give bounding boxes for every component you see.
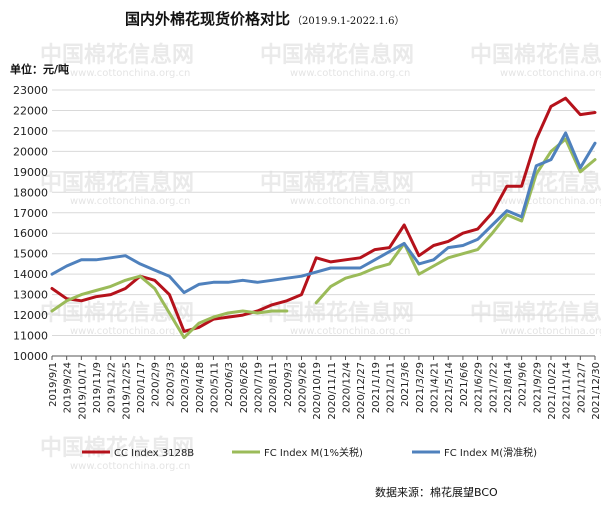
x-tick-label: 2019/9/1 bbox=[48, 362, 59, 407]
x-tick-label: 2021/3/6 bbox=[400, 362, 411, 407]
chart-title: 国内外棉花现货价格对比 bbox=[125, 10, 290, 28]
x-tick-label: 2019/9/24 bbox=[63, 362, 74, 413]
x-tick-label: 2020/12/4 bbox=[342, 362, 353, 413]
y-tick-label: 10000 bbox=[13, 350, 48, 363]
legend-label-3: FC Index M(滑准税) bbox=[444, 446, 537, 459]
x-tick-label: 2021/3/29 bbox=[415, 362, 426, 413]
watermark-text: 中国棉花信息网 bbox=[470, 300, 601, 326]
x-tick-label: 2020/8/11 bbox=[268, 362, 279, 413]
x-tick-label: 2021/12/30 bbox=[591, 362, 601, 420]
x-tick-label: 2020/6/26 bbox=[239, 362, 250, 413]
watermark-text: 中国棉花信息网 bbox=[40, 42, 194, 68]
y-tick-label: 15000 bbox=[13, 248, 48, 261]
x-tick-label: 2019/12/2 bbox=[107, 362, 118, 413]
x-axis-ticks: 2019/9/1 2019/9/24 2019/10/17 2019/11/9 2019… bbox=[48, 355, 601, 420]
watermark-text: 中国棉花信息网 bbox=[470, 42, 601, 68]
y-tick-label: 23000 bbox=[13, 84, 48, 97]
x-tick-label: 2020/9/3 bbox=[283, 362, 294, 407]
y-tick-label: 18000 bbox=[13, 186, 48, 199]
x-tick-label: 2021/10/22 bbox=[547, 362, 558, 420]
y-axis-ticks: 10000 11000 12000 13000 14000 15000 16000 17000… bbox=[13, 84, 48, 363]
x-tick-label: 2021/2/11 bbox=[386, 362, 397, 413]
watermark-url: www.cottonchina.org.cn bbox=[290, 196, 410, 207]
watermark-text: 中国棉花信息网 bbox=[40, 170, 194, 196]
x-tick-label: 2020/11/11 bbox=[327, 362, 338, 420]
y-tick-label: 11000 bbox=[13, 330, 48, 343]
x-tick-label: 2020/6/3 bbox=[224, 362, 235, 407]
watermark-url: www.cottonchina.org.cn bbox=[290, 326, 410, 337]
series-lines bbox=[50, 96, 597, 340]
legend: CC Index 3128B FC Index M(1%关税) FC Index M… bbox=[82, 446, 537, 459]
x-tick-label: 2021/11/14 bbox=[562, 362, 573, 420]
watermark-url: www.cottonchina.org.cn bbox=[500, 326, 601, 337]
watermark-url: www.cottonchina.org.cn bbox=[500, 196, 601, 207]
x-tick-label: 2020/3/3 bbox=[165, 362, 176, 407]
x-tick-label: 2020/4/18 bbox=[195, 362, 206, 413]
x-tick-label: 2021/6/6 bbox=[459, 362, 470, 407]
x-tick-label: 2021/6/29 bbox=[474, 362, 485, 413]
y-tick-label: 21000 bbox=[13, 125, 48, 138]
y-tick-label: 22000 bbox=[13, 104, 48, 117]
x-tick-label: 2020/7/19 bbox=[253, 362, 264, 413]
x-tick-label: 2020/12/27 bbox=[356, 362, 367, 420]
watermark-text: 中国棉花信息网 bbox=[260, 300, 414, 326]
watermark-text: 中国棉花信息网 bbox=[260, 42, 414, 68]
x-tick-label: 2019/10/17 bbox=[77, 362, 88, 420]
legend-label-2: FC Index M(1%关税) bbox=[264, 446, 363, 459]
y-tick-label: 14000 bbox=[13, 268, 48, 281]
x-tick-label: 2021/5/14 bbox=[444, 362, 455, 413]
series-line-3 bbox=[50, 131, 597, 295]
series-line-2 bbox=[50, 137, 597, 340]
y-tick-label: 12000 bbox=[13, 309, 48, 322]
y-tick-label: 19000 bbox=[13, 166, 48, 179]
x-tick-label: 2020/2/9 bbox=[151, 362, 162, 407]
x-tick-label: 2021/4/21 bbox=[430, 362, 441, 413]
watermark-layer: 中国棉花信息网www.cottonchina.org.cn中国棉花信息网www.… bbox=[40, 42, 601, 472]
x-tick-label: 2020/3/26 bbox=[180, 362, 191, 413]
chart-subtitle: （2019.9.1-2022.1.6） bbox=[292, 15, 404, 27]
watermark-url: www.cottonchina.org.cn bbox=[70, 196, 190, 207]
x-tick-label: 2021/9/6 bbox=[518, 362, 529, 407]
x-tick-label: 2019/11/9 bbox=[92, 362, 103, 413]
y-axis-unit-label: 单位：元/吨 bbox=[10, 62, 69, 76]
watermark-url: www.cottonchina.org.cn bbox=[290, 68, 410, 79]
watermark-url: www.cottonchina.org.cn bbox=[70, 326, 190, 337]
x-tick-label: 2021/7/22 bbox=[488, 362, 499, 413]
x-tick-label: 2021/12/7 bbox=[576, 362, 587, 413]
y-tick-label: 16000 bbox=[13, 227, 48, 240]
x-tick-label: 2021/8/14 bbox=[503, 362, 514, 413]
watermark-text: 中国棉花信息网 bbox=[40, 435, 194, 461]
x-tick-label: 2020/1/17 bbox=[136, 362, 147, 413]
x-tick-label: 2020/10/19 bbox=[312, 362, 323, 420]
x-tick-label: 2020/9/26 bbox=[297, 362, 308, 413]
data-source: 数据来源：棉花展望BCO bbox=[375, 485, 498, 499]
y-tick-label: 20000 bbox=[13, 145, 48, 158]
legend-label-1: CC Index 3128B bbox=[114, 448, 194, 459]
watermark-url: www.cottonchina.org.cn bbox=[500, 68, 601, 79]
x-tick-label: 2019/12/25 bbox=[121, 362, 132, 420]
watermark-url: www.cottonchina.org.cn bbox=[70, 68, 190, 79]
x-tick-label: 2021/9/29 bbox=[532, 362, 543, 413]
watermark-url: www.cottonchina.org.cn bbox=[70, 461, 190, 472]
watermark-text: 中国棉花信息网 bbox=[260, 170, 414, 196]
y-tick-label: 17000 bbox=[13, 207, 48, 220]
y-tick-label: 13000 bbox=[13, 289, 48, 302]
x-tick-label: 2021/1/19 bbox=[371, 362, 382, 413]
x-tick-label: 2020/5/11 bbox=[209, 362, 220, 413]
